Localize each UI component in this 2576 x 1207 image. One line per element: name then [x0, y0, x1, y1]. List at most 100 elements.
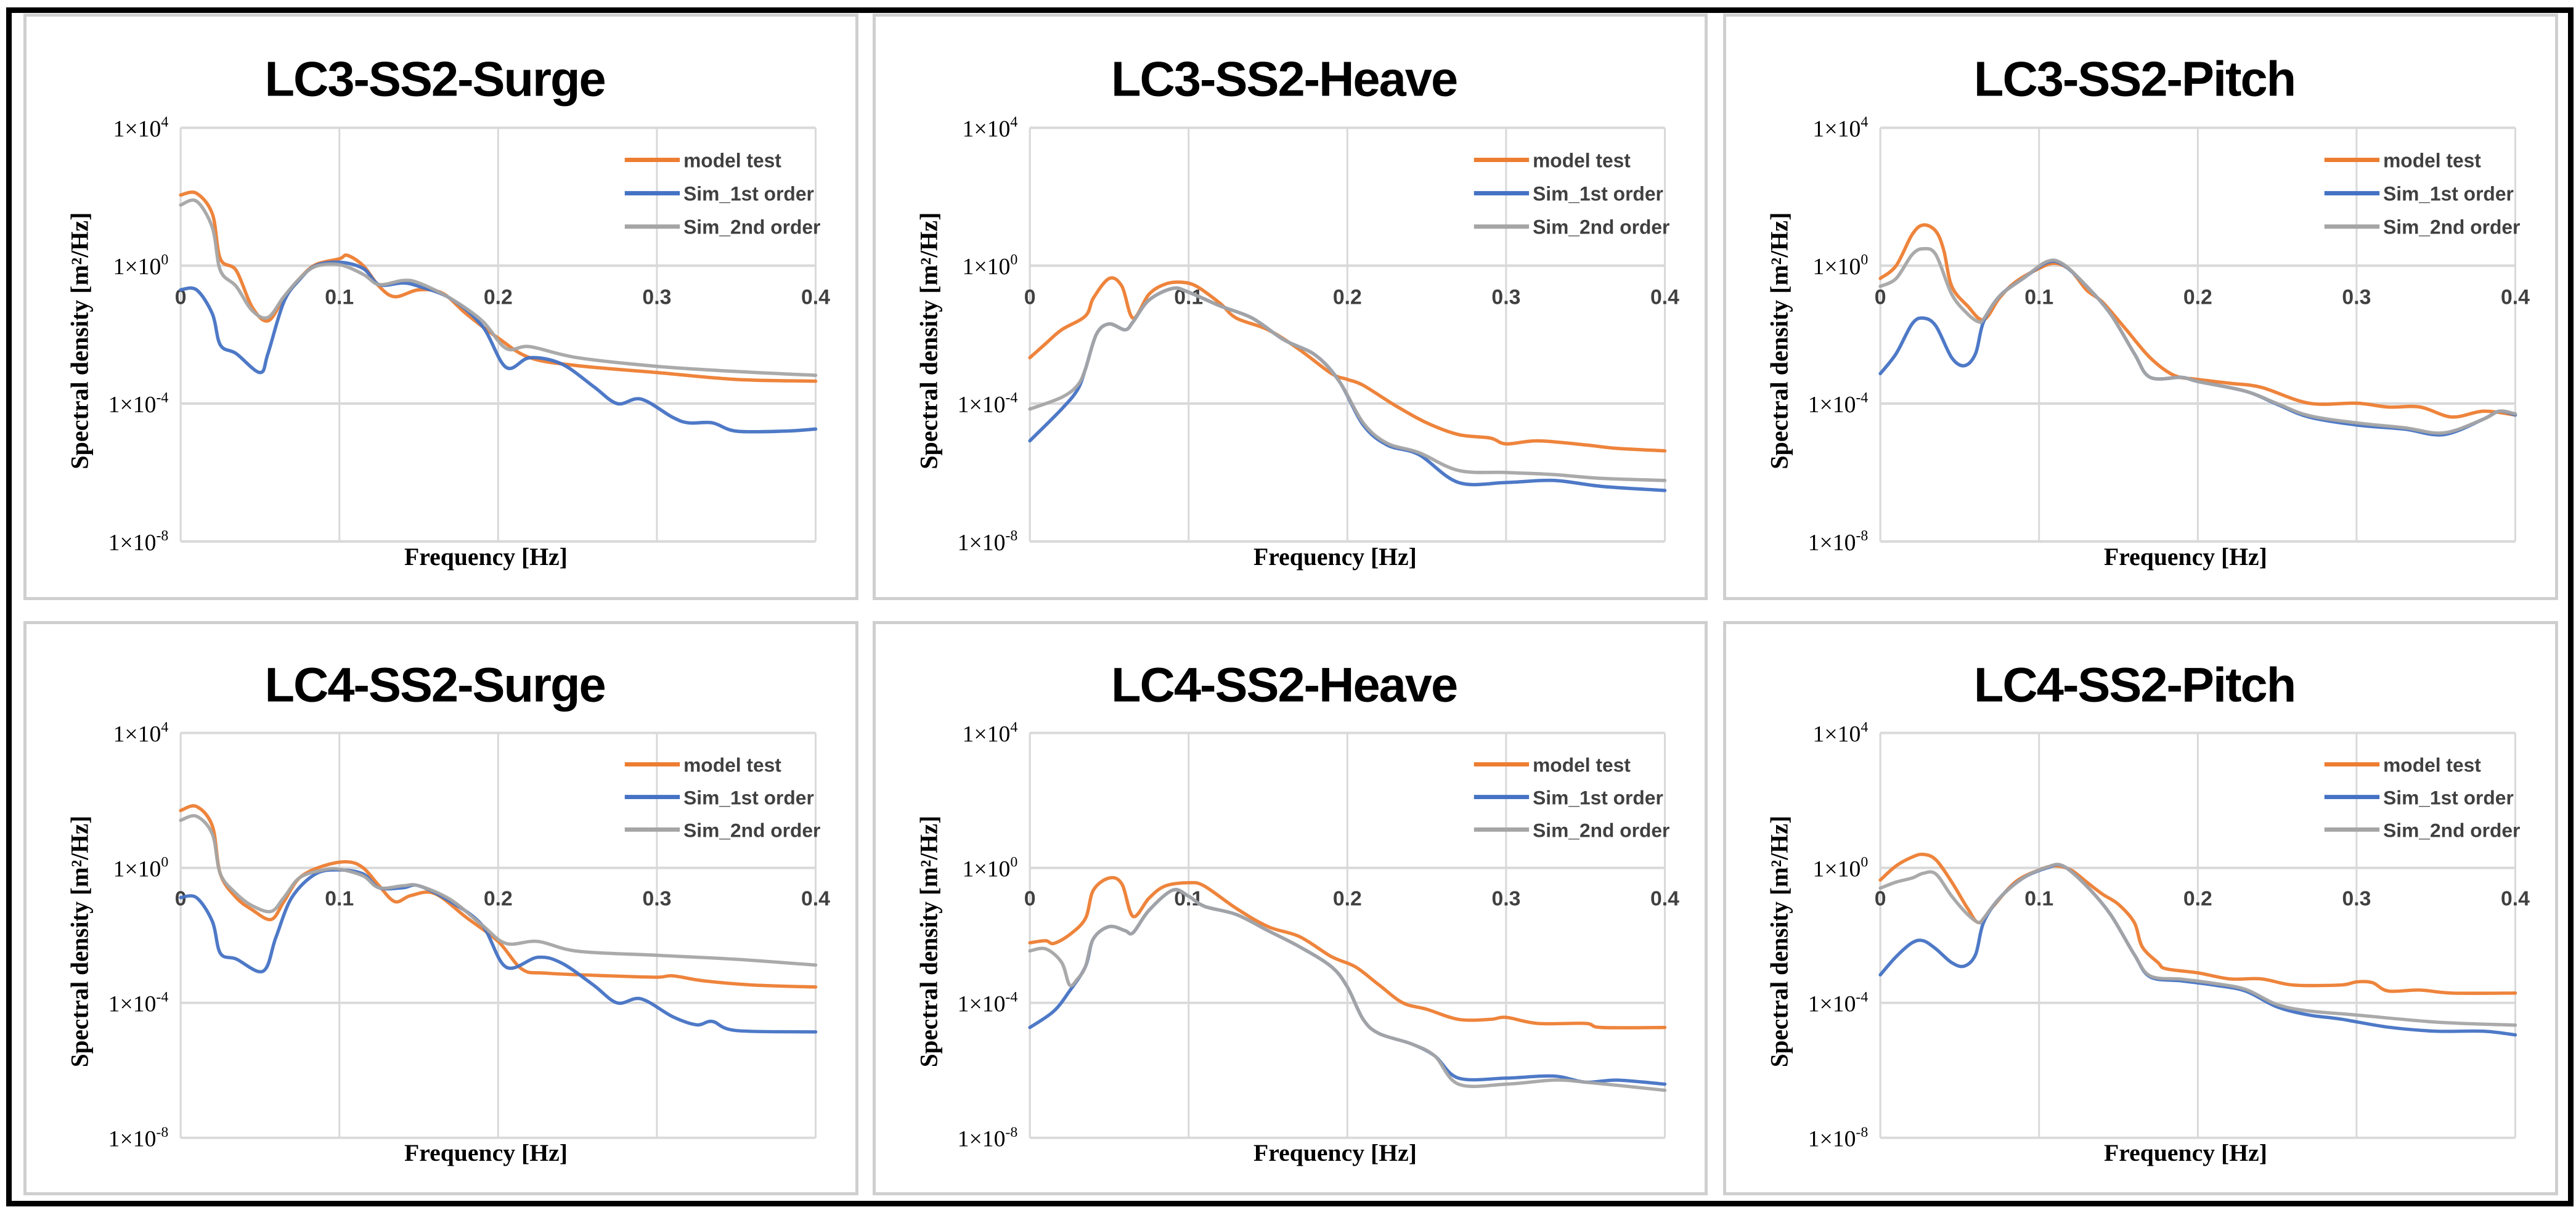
x-tick-label: 0.3 [2342, 285, 2371, 309]
x-tick-label: 0.4 [2501, 285, 2530, 309]
y-tick-label: 1×100 [113, 252, 169, 280]
y-tick-base: 1×10 [113, 116, 161, 142]
y-tick-exponent: -8 [156, 528, 168, 544]
y-tick-label: 1×10-8 [958, 1124, 1018, 1152]
y-tick-label: 1×100 [963, 252, 1018, 280]
y-tick-exponent: 4 [1010, 114, 1017, 130]
y-tick-exponent: -8 [1856, 528, 1868, 544]
y-tick-label: 1×100 [963, 855, 1018, 882]
y-axis-label: Spectral density [m²/Hz] [1766, 816, 1793, 1067]
figure-frame [6, 7, 2574, 1206]
y-tick-exponent: -8 [1856, 1124, 1868, 1140]
x-tick-label: 0.3 [642, 285, 671, 309]
y-tick-exponent: -8 [1005, 1124, 1017, 1140]
x-tick-label: 0 [1024, 285, 1036, 309]
chart-panel-lc3-ss2-surge: LC3-SS2-Surge 1×104 1×100 1×10-4 1×10-8 0 0.1 0… [23, 14, 858, 600]
y-tick-label: 1×10-8 [1808, 528, 1869, 556]
y-tick-label: 1×100 [1813, 252, 1869, 280]
y-tick-base: 1×10 [1813, 857, 1861, 882]
y-tick-exponent: 4 [161, 720, 168, 736]
y-tick-base: 1×10 [113, 254, 161, 280]
chart-panel-lc4-ss2-pitch: LC4-SS2-Pitch 1×104 1×100 1×10-4 1×10-8 0 0.1 0… [1723, 621, 2558, 1195]
y-tick-base: 1×10 [958, 992, 1006, 1017]
x-tick-label: 0.4 [1650, 888, 1679, 911]
y-tick-label: 1×104 [113, 114, 169, 142]
x-tick-label: 0.2 [484, 285, 513, 309]
y-tick-label: 1×10-8 [108, 528, 169, 556]
x-tick-label: 0.2 [484, 888, 513, 911]
chart-panel-lc4-ss2-heave: LC4-SS2-Heave 1×104 1×100 1×10-4 1×10-8 0 0.1 0… [873, 621, 1708, 1195]
series-line-sim-2nd-order [1878, 246, 2517, 435]
y-tick-label: 1×104 [963, 720, 1018, 747]
y-tick-exponent: -4 [1856, 390, 1868, 406]
series-line-sim-1st-order [179, 260, 818, 434]
y-tick-base: 1×10 [963, 116, 1011, 142]
y-tick-base: 1×10 [1813, 254, 1861, 280]
legend-label: Sim_1st order [683, 786, 814, 808]
y-tick-label: 1×10-8 [958, 528, 1018, 556]
chart-title: LC4-SS2-Pitch [1974, 658, 2295, 712]
series-line-model-test [1028, 276, 1667, 453]
x-tick-label: 0 [1024, 888, 1036, 911]
x-tick-label: 0 [1875, 888, 1886, 911]
y-tick-exponent: 0 [1861, 855, 1868, 871]
chart-title: LC3-SS2-Heave [1111, 51, 1457, 106]
y-tick-exponent: 0 [161, 855, 168, 871]
legend-label: Sim_1st order [2383, 786, 2514, 808]
chart-panel-lc3-ss2-heave: LC3-SS2-Heave 1×104 1×100 1×10-4 1×10-8 0 0.1 0… [873, 14, 1708, 600]
y-tick-base: 1×10 [963, 857, 1011, 882]
series-line-model-test [1028, 876, 1667, 1030]
x-tick-label: 0.2 [2183, 888, 2212, 911]
x-tick-label: 0.1 [325, 285, 354, 309]
y-axis-label: Spectral density [m²/Hz] [66, 816, 93, 1067]
y-tick-base: 1×10 [108, 1127, 157, 1152]
y-axis-label: Spectral density [m²/Hz] [65, 213, 93, 469]
x-tick-label: 0.2 [2183, 285, 2212, 309]
chart-panel-lc4-ss2-surge: LC4-SS2-Surge 1×104 1×100 1×10-4 1×10-8 0 0.1 0… [23, 621, 858, 1195]
legend-label: Sim_1st order [1533, 182, 1663, 205]
y-tick-base: 1×10 [1808, 992, 1856, 1017]
legend-label: Sim_2nd order [683, 216, 820, 238]
y-tick-label: 1×10-8 [108, 1124, 169, 1152]
x-tick-label: 0.4 [1650, 285, 1679, 309]
x-axis-label: Frequency [Hz] [2104, 543, 2267, 571]
x-tick-label: 0 [1875, 285, 1886, 309]
y-tick-base: 1×10 [1808, 1127, 1856, 1152]
y-tick-base: 1×10 [1813, 116, 1861, 142]
x-tick-label: 0.2 [1333, 888, 1362, 911]
y-tick-label: 1×10-4 [1808, 390, 1869, 418]
x-axis-label: Frequency [Hz] [1253, 1139, 1417, 1166]
series-line-model-test [179, 190, 818, 383]
legend-label: Sim_1st order [2383, 182, 2514, 205]
y-tick-label: 1×10-8 [1808, 1124, 1869, 1152]
x-tick-label: 0.1 [325, 888, 354, 911]
y-tick-label: 1×100 [1813, 855, 1869, 882]
y-tick-base: 1×10 [1813, 721, 1861, 747]
y-tick-exponent: -4 [1005, 390, 1017, 406]
x-tick-label: 0 [175, 285, 187, 309]
series-line-sim-2nd-order [1878, 863, 2517, 1027]
y-tick-base: 1×10 [108, 530, 157, 556]
y-tick-label: 1×104 [1813, 720, 1869, 747]
legend-label: Sim_2nd order [2383, 819, 2520, 841]
y-tick-exponent: 4 [1861, 720, 1868, 736]
chart-title: LC3-SS2-Pitch [1974, 51, 2295, 106]
legend-label: Sim_2nd order [1533, 819, 1669, 841]
legend-label: Sim_2nd order [1533, 216, 1669, 238]
x-tick-label: 0.2 [1333, 285, 1362, 309]
chart-title: LC3-SS2-Surge [264, 51, 605, 106]
y-tick-label: 1×10-4 [958, 990, 1018, 1017]
y-tick-base: 1×10 [108, 992, 157, 1017]
legend-label: model test [1533, 149, 1631, 171]
y-axis-label: Spectral density [m²/Hz] [915, 816, 942, 1067]
legend-label: model test [1533, 754, 1631, 776]
y-tick-exponent: 0 [161, 252, 168, 268]
x-tick-label: 0.3 [2342, 888, 2371, 911]
y-tick-base: 1×10 [963, 721, 1011, 747]
legend-label: Sim_1st order [1533, 786, 1663, 808]
